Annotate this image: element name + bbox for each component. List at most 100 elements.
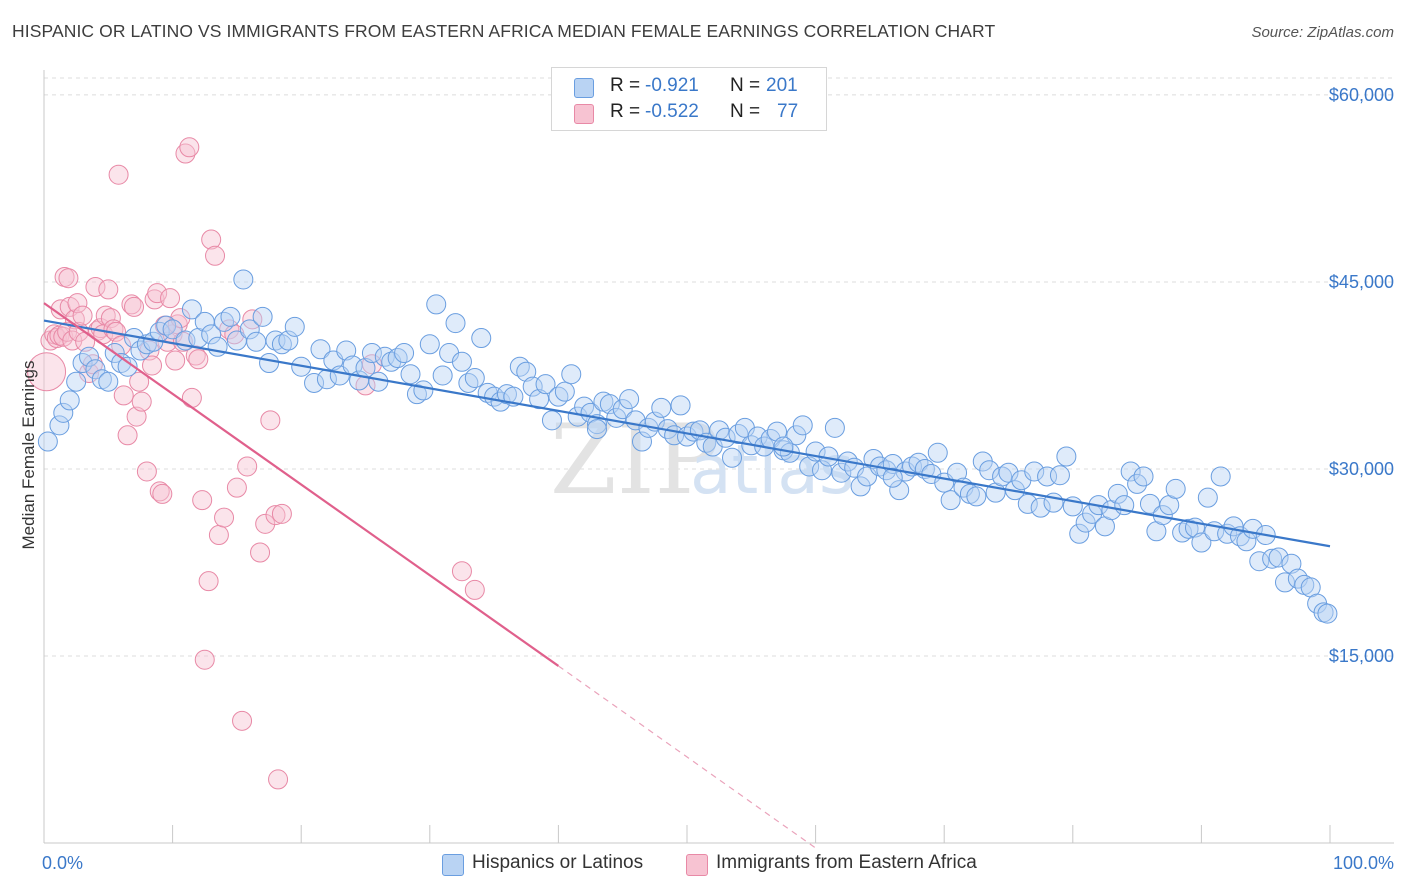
eastern-africa-point bbox=[232, 710, 253, 731]
eastern-africa-point bbox=[271, 503, 292, 524]
eastern-africa-point bbox=[126, 406, 147, 427]
hispanic-point bbox=[336, 340, 357, 361]
eastern-africa-trend-line bbox=[43, 302, 560, 667]
y-tick-labels: $15,000 $30,000 $45,000 $60,000 bbox=[1329, 85, 1394, 666]
hispanic-point bbox=[66, 371, 87, 392]
hispanic-point bbox=[271, 334, 292, 355]
eastern-africa-point bbox=[129, 371, 150, 392]
source-label[interactable]: Source: ZipAtlas.com bbox=[1251, 24, 1394, 41]
hispanic-point bbox=[1210, 466, 1231, 487]
hispanic-point bbox=[516, 361, 537, 382]
hispanic-point bbox=[207, 336, 228, 357]
hispanic-point bbox=[464, 367, 485, 388]
hispanic-point bbox=[850, 476, 871, 497]
eastern-africa-point bbox=[192, 490, 213, 511]
legend-swatch-pink bbox=[574, 104, 594, 124]
hispanic-point bbox=[1268, 547, 1289, 568]
hispanic-point bbox=[670, 395, 691, 416]
hispanic-point bbox=[1024, 461, 1045, 482]
hispanic-point bbox=[979, 460, 1000, 481]
legend-r-label: R = bbox=[610, 75, 641, 96]
eastern-africa-point bbox=[27, 352, 67, 392]
eastern-africa-point bbox=[205, 245, 226, 266]
hispanic-point bbox=[419, 334, 440, 355]
eastern-africa-point bbox=[121, 294, 142, 315]
legend-r-label: R = bbox=[610, 101, 641, 122]
hispanic-point bbox=[1274, 572, 1295, 593]
eastern-africa-point bbox=[179, 137, 200, 158]
hispanic-point bbox=[304, 372, 325, 393]
hispanic-point bbox=[413, 380, 434, 401]
eastern-africa-point bbox=[214, 507, 235, 528]
hispanic-point bbox=[619, 389, 640, 410]
bottom-legend-swatch-pink bbox=[686, 854, 708, 876]
hispanic-point bbox=[882, 467, 903, 488]
hispanic-point bbox=[394, 343, 415, 364]
hispanic-point bbox=[535, 374, 556, 395]
hispanic-point bbox=[181, 299, 202, 320]
eastern-africa-point bbox=[108, 164, 129, 185]
hispanic-point bbox=[889, 480, 910, 501]
eastern-africa-point bbox=[67, 293, 88, 314]
hispanic-point bbox=[651, 397, 672, 418]
hispanic-point bbox=[406, 384, 427, 405]
hispanic-point bbox=[561, 364, 582, 385]
eastern-africa-point bbox=[165, 350, 186, 371]
hispanic-point bbox=[451, 351, 472, 372]
eastern-africa-point bbox=[268, 769, 289, 790]
eastern-africa-point bbox=[255, 513, 276, 534]
hispanic-point bbox=[1165, 478, 1186, 499]
eastern-africa-point bbox=[226, 477, 247, 498]
hispanic-point bbox=[426, 294, 447, 315]
stats-legend: R = -0.921 N = 201 R = -0.522 N = 77 bbox=[551, 67, 827, 131]
hispanic-point bbox=[940, 490, 961, 511]
eastern-africa-trend-extension bbox=[558, 665, 816, 849]
legend-n-value: 201 bbox=[766, 75, 798, 96]
eastern-africa-point bbox=[58, 268, 79, 289]
hispanic-point bbox=[792, 415, 813, 436]
y-tick-label-30000: $30,000 bbox=[1329, 459, 1394, 479]
eastern-africa-point bbox=[152, 483, 173, 504]
hispanic-point bbox=[1069, 523, 1090, 544]
hispanic-point bbox=[432, 365, 453, 386]
hispanic-point bbox=[246, 331, 267, 352]
grid-lines bbox=[44, 77, 1394, 657]
x-tick-label-end: 100.0% bbox=[1333, 853, 1394, 873]
hispanic-point bbox=[966, 486, 987, 507]
eastern-africa-point bbox=[185, 345, 206, 366]
eastern-africa-point bbox=[136, 461, 157, 482]
hispanic-point bbox=[773, 436, 794, 457]
series-eastern-africa-points bbox=[27, 137, 485, 790]
hispanic-trend-line bbox=[43, 319, 1331, 548]
hispanic-point bbox=[824, 417, 845, 438]
hispanic-point bbox=[117, 356, 138, 377]
bottom-legend-swatch-blue bbox=[442, 854, 464, 876]
hispanic-point bbox=[908, 452, 929, 473]
hispanic-point bbox=[1017, 493, 1038, 514]
watermark-atlas: atlas bbox=[690, 431, 854, 510]
legend-r-value: -0.522 bbox=[645, 101, 699, 122]
hispanic-point bbox=[37, 431, 58, 452]
eastern-africa-point bbox=[175, 143, 196, 164]
hispanic-point bbox=[1133, 466, 1154, 487]
legend-n-label: N = bbox=[730, 75, 761, 96]
hispanic-point bbox=[368, 371, 389, 392]
eastern-africa-point bbox=[149, 481, 170, 502]
eastern-africa-point bbox=[124, 296, 145, 317]
hispanic-point bbox=[586, 419, 607, 440]
legend-r-value: -0.921 bbox=[645, 75, 699, 96]
hispanic-point bbox=[722, 447, 743, 468]
hispanic-point bbox=[233, 269, 254, 290]
hispanic-point bbox=[927, 442, 948, 463]
legend-n-value: 77 bbox=[777, 101, 799, 122]
hispanic-point bbox=[59, 390, 80, 411]
eastern-africa-point bbox=[237, 456, 258, 477]
bottom-legend-label: Hispanics or Latinos bbox=[472, 852, 644, 873]
hispanic-point bbox=[786, 425, 807, 446]
eastern-africa-point bbox=[250, 542, 271, 563]
hispanic-point bbox=[799, 456, 820, 477]
eastern-africa-point bbox=[464, 579, 485, 600]
axes bbox=[43, 70, 1394, 844]
hispanic-point bbox=[310, 339, 331, 360]
